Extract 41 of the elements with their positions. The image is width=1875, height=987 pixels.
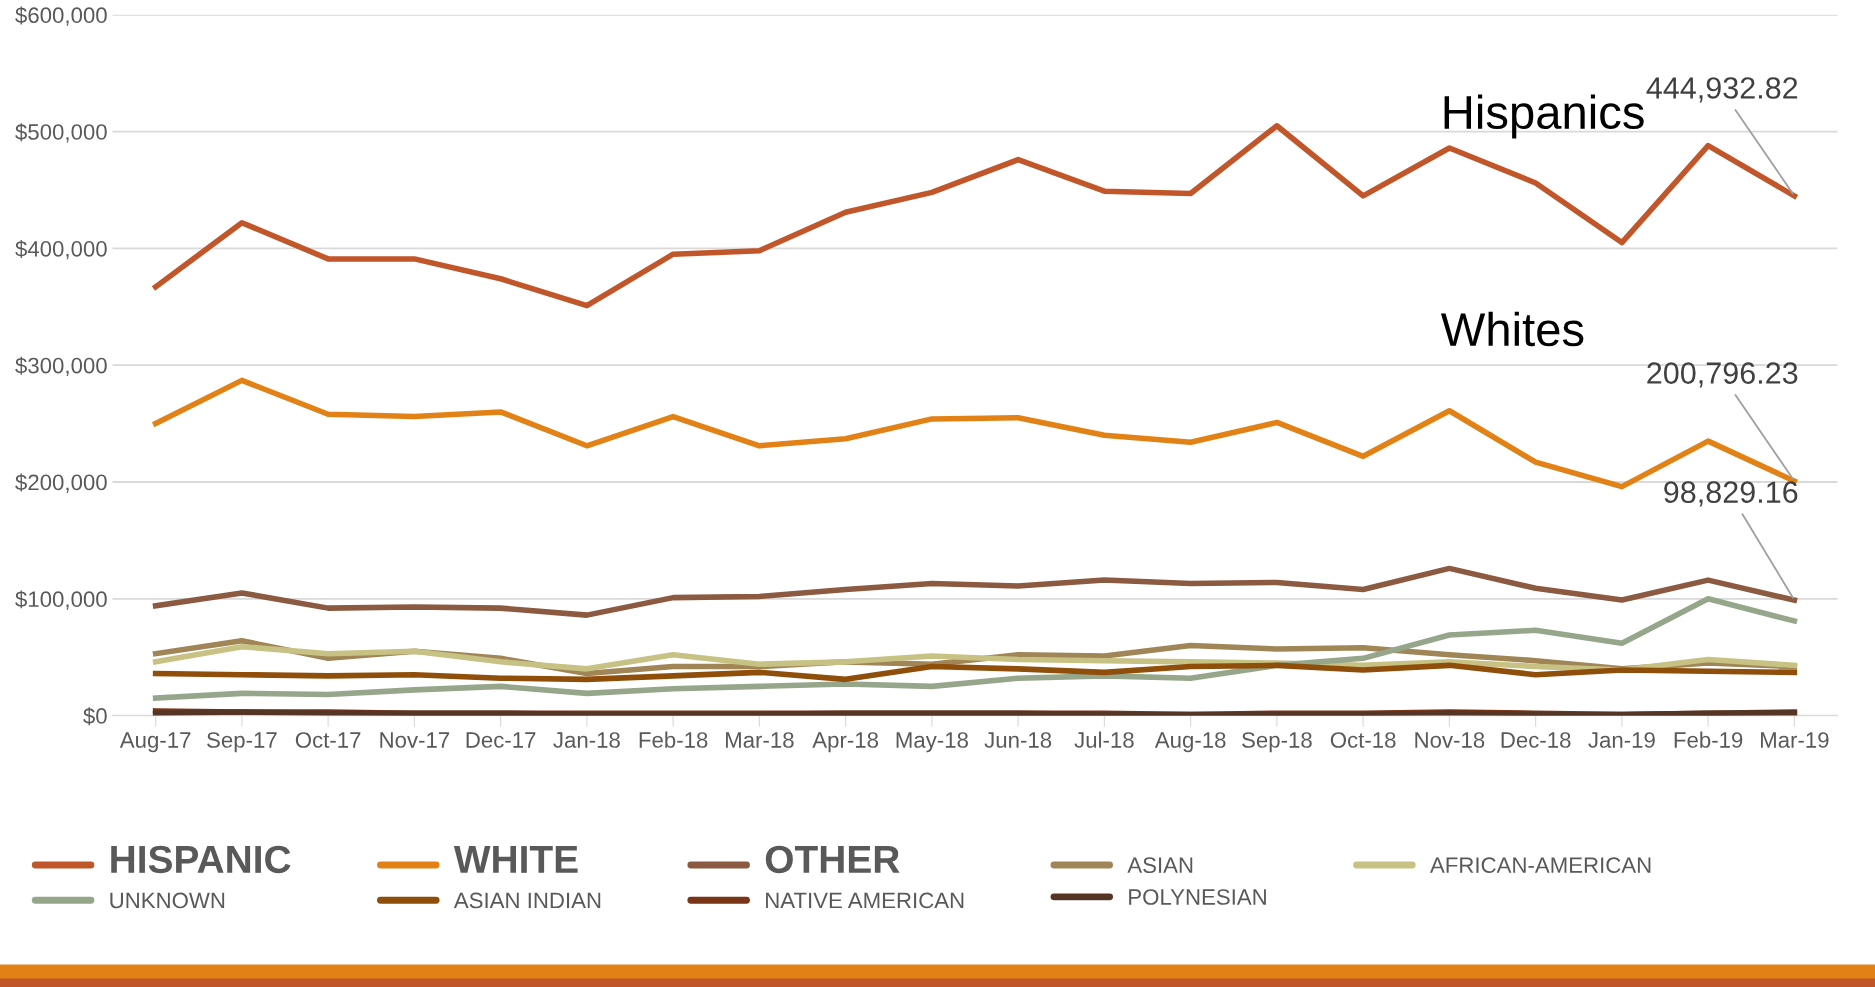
x-tick-label: May-18 [896, 732, 968, 753]
x-tick-label: Jul-18 [1074, 731, 1134, 748]
y-tick-label: $600,000 [15, 6, 107, 26]
x-tick-label: Dec-17 [466, 732, 536, 748]
x-tick-label: Feb-19 [1674, 731, 1743, 748]
x-tick-label: Oct-18 [1330, 732, 1396, 748]
x-tick-label: Oct-17 [295, 732, 361, 748]
x-tick-label: Nov-18 [1415, 732, 1485, 748]
legend-label: UNKNOWN [110, 892, 225, 909]
y-tick-label: $500,000 [15, 123, 107, 143]
legend-label: NATIVE AMERICAN [766, 892, 964, 909]
annotation: Whites [1440, 311, 1584, 347]
x-tick-label: Sep-18 [1242, 732, 1312, 753]
y-tick-label: $200,000 [15, 473, 107, 493]
legend-label: HISPANIC [111, 845, 291, 874]
y-tick-label: $0 [83, 707, 107, 726]
legend-label: WHITE [453, 846, 578, 873]
legend-label: ASIAN [1127, 857, 1193, 874]
legend-label: AFRICAN-AMERICAN [1429, 857, 1651, 874]
data-label: 444,932.82 [1646, 77, 1798, 103]
x-tick-label: Jan-18 [553, 732, 620, 748]
x-tick-label: Aug-18 [1154, 732, 1226, 753]
x-tick-label: Mar-19 [1761, 732, 1829, 748]
annotation: Hispanics [1444, 94, 1644, 139]
data-label: 98,829.16 [1664, 481, 1798, 507]
x-tick-label: Jun-18 [984, 732, 1052, 748]
x-tick-label: Mar-18 [726, 732, 794, 748]
x-tick-label: Dec-18 [1501, 732, 1571, 748]
x-tick-label: Apr-18 [812, 732, 879, 753]
y-tick-label: $400,000 [15, 240, 107, 260]
data-label: 200,796.23 [1647, 362, 1798, 388]
x-tick-label: Feb-18 [639, 731, 708, 748]
x-tick-label: Jan-19 [1588, 732, 1655, 748]
x-tick-label: Nov-17 [380, 732, 450, 748]
legend-label: ASIAN INDIAN [453, 892, 601, 909]
x-tick-label: Aug-17 [119, 732, 191, 753]
legend-label: POLYNESIAN [1129, 889, 1266, 905]
legend-label: OTHER [765, 845, 900, 874]
y-tick-label: $300,000 [15, 356, 107, 377]
x-tick-label: Sep-17 [207, 732, 277, 753]
y-tick-label: $100,000 [15, 590, 107, 610]
